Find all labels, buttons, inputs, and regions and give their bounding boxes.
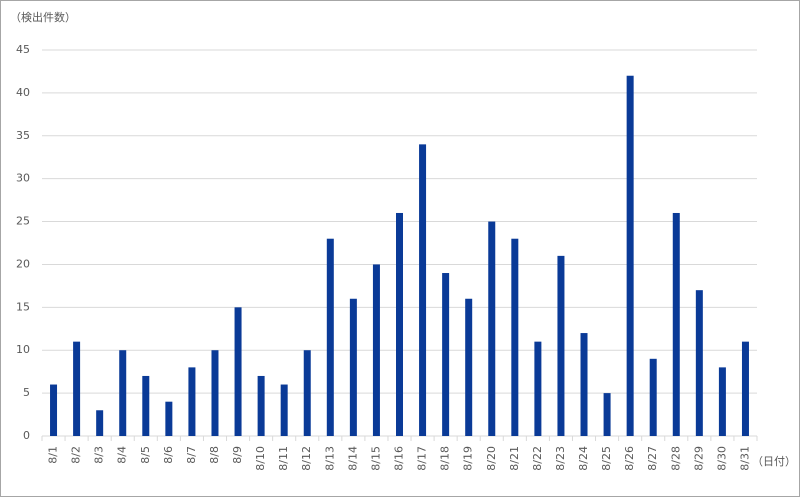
bar: [96, 410, 104, 436]
x-axis-title: （日付）: [752, 455, 796, 468]
bar: [188, 367, 196, 436]
bar: [303, 350, 311, 436]
bar: [211, 350, 219, 436]
x-tick-label: 8/31: [738, 446, 751, 471]
bar: [626, 75, 634, 436]
x-tick-label: 8/5: [139, 446, 152, 464]
y-tick-label: 25: [16, 215, 30, 228]
x-tick-label: 8/2: [70, 446, 83, 464]
x-tick-label: 8/8: [208, 446, 221, 464]
bar: [396, 212, 403, 436]
x-tick-label: 8/20: [485, 446, 498, 471]
bar: [372, 264, 380, 436]
bar: [580, 333, 588, 436]
x-tick-label: 8/14: [346, 446, 359, 471]
x-tick-label: 8/29: [692, 446, 705, 471]
bar: [718, 367, 726, 436]
y-tick-label: 0: [23, 429, 30, 442]
x-tick-label: 8/13: [323, 446, 336, 471]
y-tick-label: 5: [23, 386, 30, 399]
x-tick-label: 8/11: [277, 446, 290, 471]
bar: [349, 298, 357, 436]
bar: [649, 358, 657, 436]
x-tick-label: 8/26: [623, 446, 636, 471]
x-tick-label: 8/10: [254, 446, 267, 471]
bar: [50, 384, 58, 436]
bar: [280, 384, 288, 436]
x-tick-label: 8/30: [715, 446, 728, 471]
bar: [465, 298, 473, 436]
bar: [741, 341, 749, 436]
x-tick-label: 8/23: [554, 446, 567, 471]
x-tick-label: 8/17: [416, 446, 429, 471]
bar: [73, 341, 81, 436]
bar: [488, 221, 496, 436]
x-tick-label: 8/7: [185, 446, 198, 464]
x-tick-label: 8/1: [47, 446, 60, 464]
x-tick-label: 8/6: [162, 446, 175, 464]
x-tick-label: 8/27: [646, 446, 659, 471]
y-tick-label: 35: [16, 129, 30, 142]
bar: [534, 341, 542, 436]
bar: [672, 212, 680, 436]
y-axis-title: （検出件数）: [10, 10, 76, 24]
y-tick-label: 45: [16, 43, 30, 56]
y-tick-label: 10: [16, 343, 30, 356]
x-tick-label: 8/3: [93, 446, 106, 464]
x-tick-label: 8/18: [439, 446, 452, 471]
bar: [603, 393, 611, 436]
x-tick-label: 8/21: [508, 446, 521, 471]
bar: [165, 401, 173, 436]
x-tick-label: 8/12: [300, 446, 313, 471]
y-tick-label: 15: [16, 300, 30, 313]
x-tick-label: 8/16: [393, 446, 406, 471]
bar: [557, 255, 565, 436]
bar: [511, 238, 519, 436]
bar: [419, 144, 427, 436]
x-tick-label: 8/9: [231, 446, 244, 464]
x-tick-label: 8/4: [116, 446, 129, 464]
y-tick-label: 40: [16, 86, 30, 99]
x-tick-label: 8/24: [577, 446, 590, 471]
x-tick-label: 8/19: [462, 446, 475, 471]
x-tick-label: 8/15: [369, 446, 382, 471]
y-tick-label: 30: [16, 172, 30, 185]
x-tick-label: 8/22: [531, 446, 544, 471]
x-tick-label: 8/28: [669, 446, 682, 471]
x-tick-label: 8/25: [600, 446, 613, 471]
bar: [234, 307, 242, 436]
bar: [442, 273, 450, 436]
bar: [257, 375, 265, 436]
y-tick-label: 20: [16, 257, 30, 270]
bar: [326, 238, 334, 436]
bar: [142, 375, 150, 436]
bar: [695, 290, 703, 436]
bar: [119, 350, 127, 436]
